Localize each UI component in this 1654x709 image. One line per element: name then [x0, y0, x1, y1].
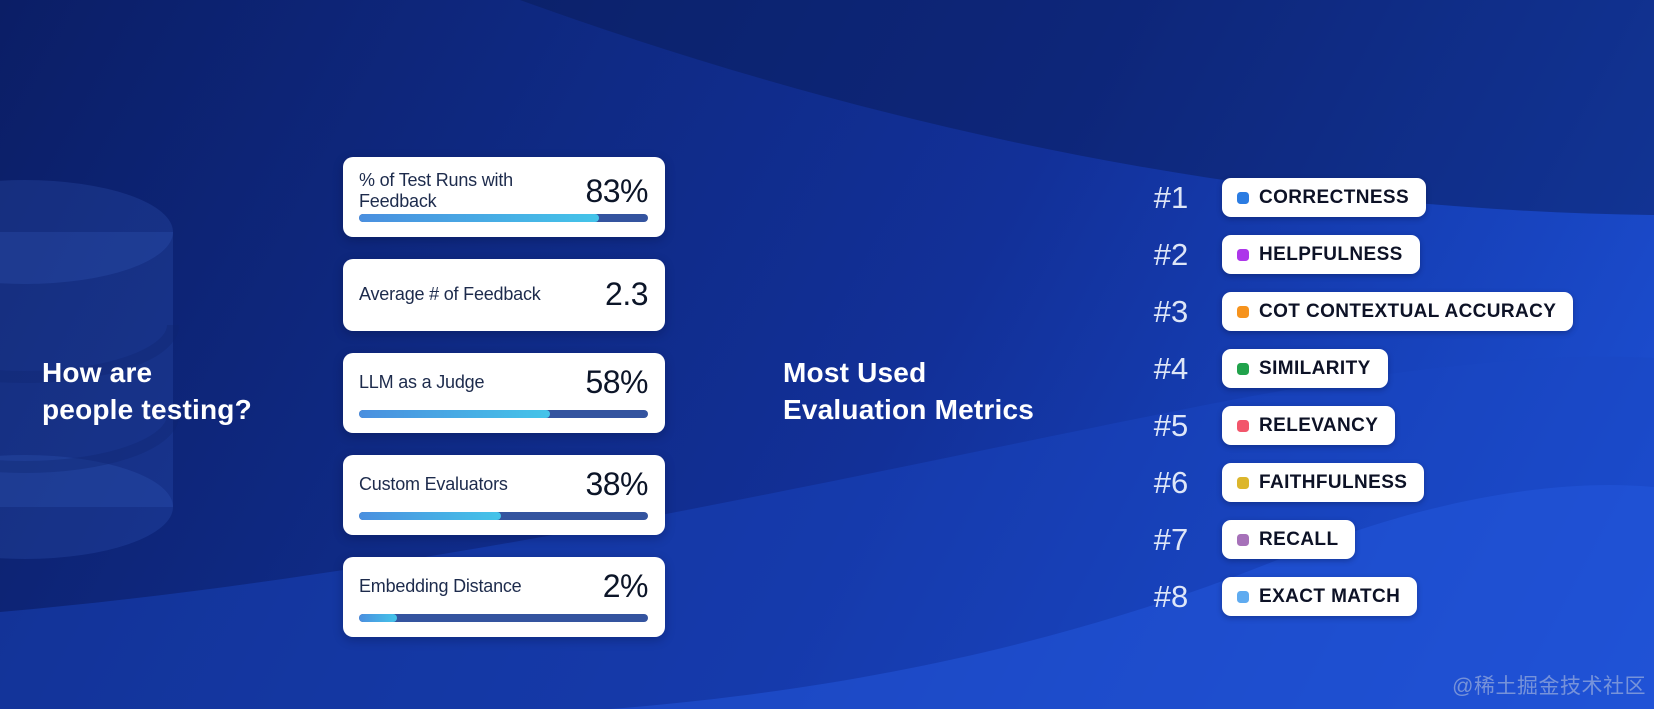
stat-label: Average # of Feedback: [359, 283, 541, 304]
left-title-line1: How are: [42, 357, 153, 388]
left-title-line2: people testing?: [42, 394, 252, 425]
metric-color-swatch: [1237, 533, 1249, 546]
rank-number: #2: [1153, 237, 1189, 272]
rank-number: #3: [1153, 294, 1189, 329]
progress-bar-track: [359, 512, 648, 520]
background-wave-bottom-right: [610, 484, 1654, 709]
ranking-row: #1 CORRECTNESS: [1140, 178, 1573, 217]
metric-label: CORRECTNESS: [1259, 186, 1410, 208]
metric-pill: COT CONTEXTUAL ACCURACY: [1222, 292, 1574, 331]
center-title-line2: Evaluation Metrics: [783, 394, 1035, 425]
progress-bar-track: [359, 410, 648, 418]
stat-value: 2%: [602, 568, 649, 604]
metric-pill: RELEVANCY: [1222, 406, 1396, 445]
progress-bar-track: [359, 614, 648, 622]
metric-pill: FAITHFULNESS: [1222, 463, 1425, 502]
metric-color-swatch: [1237, 590, 1249, 603]
metric-label: HELPFULNESS: [1259, 243, 1403, 265]
stat-label: Embedding Distance: [359, 575, 522, 596]
stat-card-embedding-distance: Embedding Distance 2%: [343, 557, 665, 637]
ranking-row: #4 SIMILARITY: [1140, 349, 1573, 388]
ranking-row: #6 FAITHFULNESS: [1140, 463, 1573, 502]
ranking-row: #8 EXACT MATCH: [1140, 577, 1573, 616]
ranking-row: #3 COT CONTEXTUAL ACCURACY: [1140, 292, 1574, 331]
metric-color-swatch: [1237, 248, 1249, 261]
stat-value: 38%: [585, 466, 648, 502]
ranking-row: #5 RELEVANCY: [1140, 406, 1573, 445]
metric-label: RELEVANCY: [1259, 414, 1379, 436]
rank-number: #1: [1153, 180, 1189, 215]
progress-bar-fill: [359, 614, 397, 622]
stat-value: 83%: [585, 173, 648, 209]
stat-label: % of Test Runs with Feedback: [359, 170, 513, 211]
metric-pill: RECALL: [1222, 520, 1356, 559]
database-cylinder-icon: [0, 180, 179, 559]
metric-label: FAITHFULNESS: [1259, 471, 1408, 493]
rank-number: #8: [1153, 579, 1189, 614]
left-section-title: How are people testing?: [42, 354, 252, 428]
rank-number: #4: [1153, 351, 1189, 386]
metric-color-swatch: [1237, 476, 1249, 489]
center-title-line1: Most Used: [783, 357, 927, 388]
stat-cards-column: % of Test Runs with Feedback 83% Average…: [343, 157, 665, 637]
watermark: @稀土掘金技术社区: [1452, 675, 1646, 698]
rank-number: #6: [1153, 465, 1189, 500]
metric-pill: CORRECTNESS: [1222, 178, 1427, 217]
metric-pill: EXACT MATCH: [1222, 577, 1418, 616]
stat-label: LLM as a Judge: [359, 371, 485, 392]
stat-value: 58%: [585, 364, 648, 400]
stat-card-average-feedback: Average # of Feedback 2.3: [343, 259, 665, 331]
metrics-ranking-list: #1 CORRECTNESS #2 HELPFULNESS #3 COT CON…: [1140, 178, 1574, 634]
metric-label: SIMILARITY: [1259, 357, 1371, 379]
stat-value: 2.3: [605, 276, 648, 312]
stat-card-llm-as-judge: LLM as a Judge 58%: [343, 353, 665, 433]
background-wave-top-right: [520, 0, 1654, 215]
metric-color-swatch: [1237, 362, 1249, 375]
metric-label: COT CONTEXTUAL ACCURACY: [1259, 300, 1557, 322]
progress-bar-fill: [359, 410, 550, 418]
metric-color-swatch: [1237, 305, 1249, 318]
progress-bar-fill: [359, 512, 501, 520]
metric-color-swatch: [1237, 191, 1249, 204]
progress-bar-track: [359, 214, 648, 222]
metric-label: RECALL: [1259, 528, 1339, 550]
metric-pill: HELPFULNESS: [1222, 235, 1420, 274]
stat-card-custom-evaluators: Custom Evaluators 38%: [343, 455, 665, 535]
center-section-title: Most Used Evaluation Metrics: [783, 354, 1034, 428]
metric-color-swatch: [1237, 419, 1249, 432]
stat-card-test-runs-feedback: % of Test Runs with Feedback 83%: [343, 157, 665, 237]
rank-number: #7: [1153, 522, 1189, 557]
metric-label: EXACT MATCH: [1259, 585, 1401, 607]
stat-label: Custom Evaluators: [359, 473, 508, 494]
ranking-row: #7 RECALL: [1140, 520, 1573, 559]
rank-number: #5: [1153, 408, 1189, 443]
ranking-row: #2 HELPFULNESS: [1140, 235, 1573, 274]
metric-pill: SIMILARITY: [1222, 349, 1388, 388]
progress-bar-fill: [359, 214, 599, 222]
